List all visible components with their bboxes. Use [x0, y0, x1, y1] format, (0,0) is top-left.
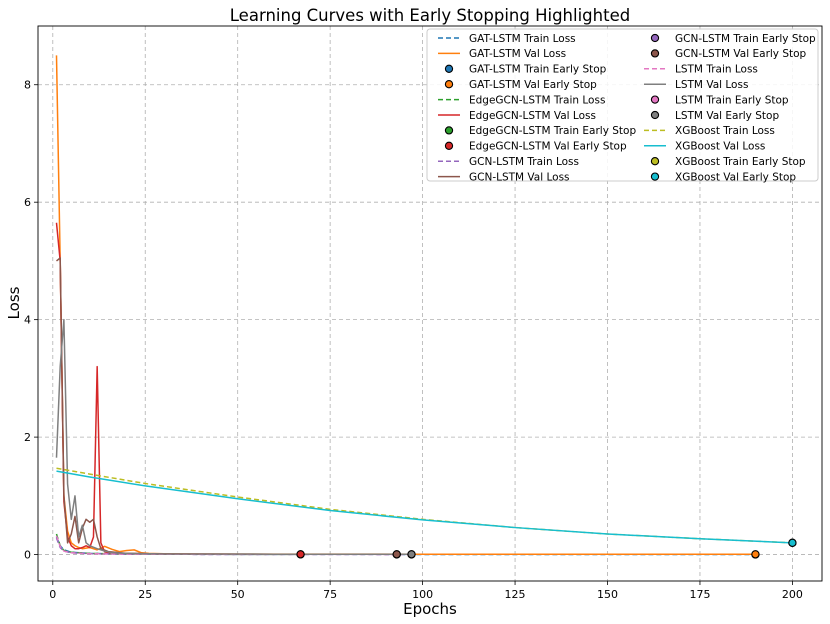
- legend-box: [426, 28, 819, 182]
- legend-swatch: [650, 157, 660, 166]
- x-tick-label: 75: [323, 588, 337, 601]
- y-axis-label: Loss: [5, 286, 23, 319]
- legend-swatch: [444, 141, 454, 150]
- legend-label: EdgeGCN-LSTM Train Loss: [469, 94, 605, 106]
- legend-label: EdgeGCN-LSTM Val Early Stop: [469, 141, 627, 153]
- xgboost-val-loss-line: [56, 470, 793, 544]
- legend-label: GAT-LSTM Train Early Stop: [469, 64, 607, 76]
- legend-label: GAT-LSTM Train Loss: [469, 33, 576, 45]
- legend-label: GAT-LSTM Val Loss: [469, 48, 566, 60]
- plot-frame: [37, 25, 823, 582]
- y-tick-label: 6: [24, 196, 31, 209]
- xgboost-val-early-stop-marker: [788, 538, 797, 547]
- gcn-lstm-val-early-stop-marker: [392, 550, 401, 559]
- x-axis-ticks: 0 25 50 75 100 125 150 175 200: [49, 581, 803, 601]
- legend-label: LSTM Val Loss: [675, 79, 748, 91]
- series-layer: [55, 55, 793, 556]
- y-tick-label: 4: [24, 314, 31, 327]
- legend-label: EdgeGCN-LSTM Train Early Stop: [469, 125, 636, 137]
- legend-swatch: [650, 95, 660, 104]
- legend-label: GCN-LSTM Train Loss: [469, 156, 579, 168]
- legend-swatch: [650, 172, 660, 181]
- x-tick-label: 50: [231, 588, 245, 601]
- legend-label: XGBoost Train Early Stop: [675, 156, 806, 168]
- legend-swatch: [444, 80, 454, 89]
- gat-lstm-val-early-stop-marker: [751, 550, 760, 559]
- legend-swatch: [444, 126, 454, 135]
- legend-label: GCN-LSTM Train Early Stop: [675, 33, 816, 45]
- x-axis-label: Epochs: [403, 600, 457, 618]
- x-tick-label: 125: [505, 588, 526, 601]
- legend: GAT-LSTM Train Loss GAT-LSTM Val Loss GAT-…: [426, 28, 819, 183]
- edgegcn-lstm-val-early-stop-marker: [296, 550, 305, 559]
- legend-label: GCN-LSTM Val Early Stop: [675, 48, 807, 60]
- chart-title: Learning Curves with Early Stopping High…: [230, 6, 630, 25]
- legend-swatch: [444, 64, 454, 73]
- legend-swatch: [650, 110, 660, 120]
- y-tick-label: 2: [24, 431, 31, 444]
- legend-label: LSTM Train Loss: [675, 64, 758, 76]
- y-axis-ticks: 0 2 4 6 8: [24, 79, 38, 562]
- y-tick-label: 0: [24, 549, 31, 562]
- x-tick-label: 200: [782, 588, 803, 601]
- legend-swatch: [650, 33, 660, 43]
- legend-swatch: [650, 49, 660, 58]
- x-tick-label: 0: [49, 588, 56, 601]
- legend-label: LSTM Train Early Stop: [675, 94, 789, 106]
- y-tick-label: 8: [24, 79, 31, 92]
- legend-label: XGBoost Val Early Stop: [675, 171, 796, 183]
- early-stop-markers: [296, 538, 797, 559]
- legend-label: GCN-LSTM Val Loss: [469, 171, 570, 183]
- lstm-train-loss-line: [55, 535, 412, 556]
- x-tick-label: 175: [689, 588, 710, 601]
- lstm-val-loss-line: [55, 318, 412, 556]
- lstm-val-early-stop-marker: [407, 550, 416, 559]
- legend-label: GAT-LSTM Val Early Stop: [469, 79, 597, 91]
- legend-label: EdgeGCN-LSTM Val Loss: [469, 110, 596, 122]
- x-tick-label: 150: [597, 588, 618, 601]
- x-tick-label: 25: [138, 588, 152, 601]
- legend-label: LSTM Val Early Stop: [675, 110, 779, 122]
- legend-label: XGBoost Val Loss: [675, 141, 765, 153]
- legend-label: XGBoost Train Loss: [675, 125, 775, 137]
- x-tick-label: 100: [412, 588, 433, 601]
